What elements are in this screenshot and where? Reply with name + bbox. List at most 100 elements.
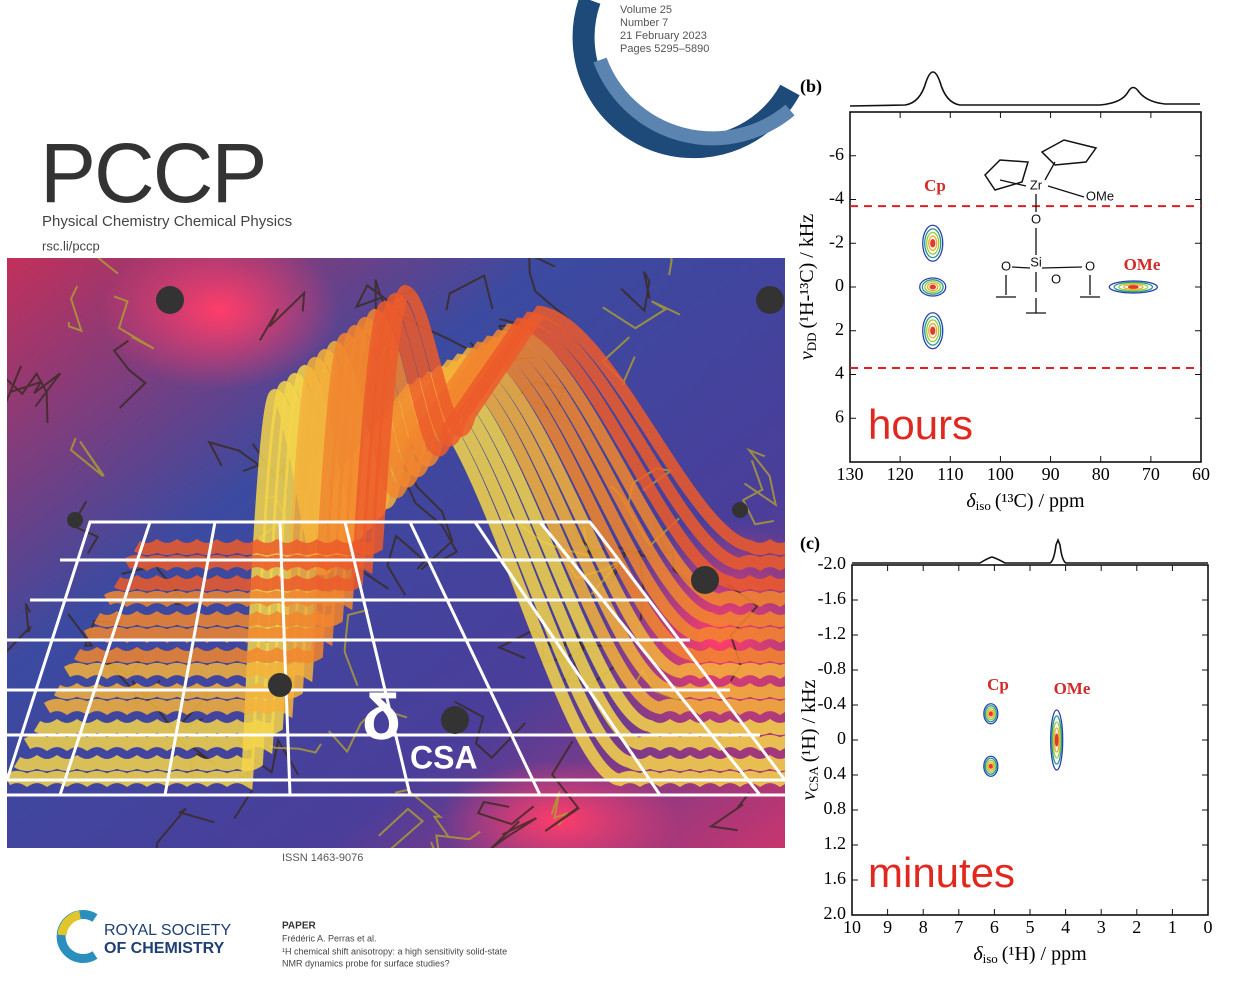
molecule-bonds <box>996 161 1100 314</box>
contour <box>926 282 939 292</box>
x-tick-label: 90 <box>1042 464 1060 484</box>
x-tick-label: 4 <box>1061 917 1070 937</box>
journal-url[interactable]: rsc.li/pccp <box>42 238 100 253</box>
y-axis-label: νDD (¹H-¹³C) / kHz <box>796 214 819 360</box>
x-tick-label: 5 <box>1026 917 1035 937</box>
axis-subscript: DD <box>804 332 819 351</box>
x-tick-label: 60 <box>1192 464 1210 484</box>
issn: ISSN 1463-9076 <box>282 852 363 864</box>
contour <box>984 757 998 775</box>
contour <box>987 709 995 719</box>
structure-label: Si <box>1030 254 1042 269</box>
cover-logo <box>572 0 800 159</box>
peak-label: Cp <box>987 675 1009 694</box>
contour <box>988 711 993 717</box>
y-tick-label: -2 <box>829 231 844 251</box>
contour <box>1054 733 1059 747</box>
axis-subscript: iso <box>976 498 991 513</box>
contour <box>1051 715 1063 765</box>
contour <box>930 326 936 335</box>
contour <box>1123 283 1144 291</box>
journal-full-name: Physical Chemistry Chemical Physics <box>42 213 292 230</box>
cp-ring <box>984 159 1029 191</box>
y-tick-label: 0.8 <box>824 798 847 818</box>
contour <box>1127 285 1139 289</box>
paper-type: PAPER <box>282 921 316 932</box>
y-tick-label: -0.4 <box>818 693 847 713</box>
x-tick-label: 7 <box>954 917 963 937</box>
structure-label: O <box>1085 258 1095 273</box>
art-symbol: δ <box>362 681 401 753</box>
axis-symbol: δ <box>973 943 983 965</box>
paper-title: ¹H chemical shift anisotropy: a high sen… <box>282 946 507 956</box>
peak-label: OMe <box>1124 255 1161 274</box>
journal-name: PCCP <box>40 126 265 220</box>
y-tick-label: 1.2 <box>824 833 847 853</box>
y-tick-label: 4 <box>835 363 844 383</box>
contour <box>1118 282 1149 292</box>
panel-label: (c) <box>800 533 820 554</box>
issue-line: Volume 25 <box>620 4 672 16</box>
structure-label: O <box>1051 271 1061 286</box>
axis-unit: (¹³C) / ppm <box>995 490 1085 512</box>
paper-title: NMR dynamics probe for surface studies? <box>282 958 450 968</box>
y-tick-label: 0 <box>837 728 846 748</box>
x-axis-label: δiso (¹³C) / ppm <box>966 490 1085 513</box>
publisher-name: OF CHEMISTRY <box>104 940 225 957</box>
y-tick-label: -1.2 <box>818 623 847 643</box>
contour <box>922 312 944 350</box>
contour <box>922 224 944 262</box>
cp-ring <box>1040 139 1098 166</box>
x-tick-label: 110 <box>937 464 963 484</box>
panel-label: (b) <box>800 76 822 97</box>
x-axis-label: δiso (¹H) / ppm <box>973 943 1087 966</box>
contour <box>1113 281 1154 293</box>
x-tick-label: 6 <box>990 917 999 937</box>
contour <box>929 284 936 290</box>
publisher-name: ROYAL SOCIETY <box>104 922 231 939</box>
contour <box>988 763 993 769</box>
contour <box>1053 727 1060 753</box>
time-label: hours <box>868 401 973 448</box>
structure-label: O <box>1001 258 1011 273</box>
time-label: minutes <box>868 849 1015 896</box>
y-tick-label: -6 <box>829 144 844 164</box>
y-tick-label: -0.8 <box>818 658 847 678</box>
contour <box>926 319 940 343</box>
x-tick-label: 10 <box>843 917 861 937</box>
axis-unit: (¹H-¹³C) / kHz <box>796 214 818 329</box>
x-tick-label: 70 <box>1142 464 1160 484</box>
contour <box>983 755 999 777</box>
axis-unit: (¹H) / ppm <box>1002 943 1087 965</box>
contour <box>983 703 999 725</box>
x-tick-label: 3 <box>1097 917 1106 937</box>
y-tick-label: 0.4 <box>824 763 847 783</box>
contour <box>926 231 940 255</box>
y-tick-label: -2.0 <box>818 553 847 573</box>
contour <box>924 228 942 259</box>
cover-art <box>7 258 785 848</box>
contour <box>1052 721 1061 759</box>
y-tick-label: -4 <box>829 188 844 208</box>
contour <box>1050 709 1064 771</box>
paper-authors: Frédéric A. Perras et al. <box>282 933 377 943</box>
x-tick-label: 0 <box>1204 917 1213 937</box>
y-tick-label: 0 <box>835 275 844 295</box>
publisher-logo <box>56 910 98 963</box>
x-tick-label: 130 <box>837 464 864 484</box>
contour <box>1108 280 1158 294</box>
y-tick-label: 1.6 <box>824 868 847 888</box>
x-tick-label: 120 <box>887 464 914 484</box>
contour <box>928 235 938 252</box>
contour <box>987 761 995 771</box>
contour <box>985 759 996 773</box>
contour <box>919 277 947 297</box>
axis-symbol: δ <box>966 490 976 512</box>
x-tick-label: 80 <box>1092 464 1110 484</box>
x-tick-label: 9 <box>883 917 892 937</box>
axis-symbol: ν <box>796 351 818 360</box>
x-tick-label: 2 <box>1132 917 1141 937</box>
axis-subscript: CSA <box>806 766 821 792</box>
contour <box>924 280 942 294</box>
